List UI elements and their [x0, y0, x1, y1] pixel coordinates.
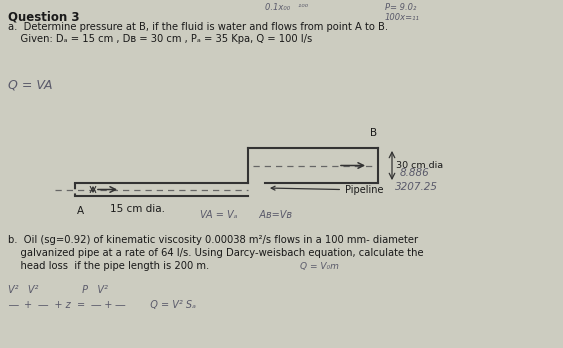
Text: galvanized pipe at a rate of 64 l/s. Using Darcy-weisbach equation, calculate th: galvanized pipe at a rate of 64 l/s. Usi… [8, 248, 423, 258]
Text: Given: Dₐ = 15 cm , Dʙ = 30 cm , Pₐ = 35 Kpa, Q = 100 l/s: Given: Dₐ = 15 cm , Dʙ = 30 cm , Pₐ = 35… [8, 34, 312, 44]
Text: head loss  if the pipe length is 200 m.: head loss if the pipe length is 200 m. [8, 261, 209, 271]
Text: P= 9.0₂: P= 9.0₂ [385, 3, 417, 12]
Text: 15 cm dia.: 15 cm dia. [110, 204, 165, 214]
Text: ―  +  ―  + z  =  ― + ―        Q = V² Sₐ: ― + ― + z = ― + ― Q = V² Sₐ [8, 300, 196, 310]
Text: b.  Oil (sg=0.92) of kinematic viscosity 0.00038 m²/s flows in a 100 mm- diamete: b. Oil (sg=0.92) of kinematic viscosity … [8, 235, 418, 245]
Text: V²   V²              P   V²: V² V² P V² [8, 285, 108, 295]
Text: VA = Vₐ       Aʙ=Vʙ: VA = Vₐ Aʙ=Vʙ [200, 210, 292, 220]
Text: Q = V₀m: Q = V₀m [300, 262, 339, 271]
Text: 0.1x₀₀   ¹⁰⁰: 0.1x₀₀ ¹⁰⁰ [265, 3, 308, 12]
Text: a.  Determine pressure at B, if the fluid is water and flows from point A to B.: a. Determine pressure at B, if the fluid… [8, 22, 388, 32]
Text: 8.886: 8.886 [400, 168, 430, 178]
Text: A: A [77, 206, 84, 216]
Text: 100x=₁₁: 100x=₁₁ [385, 13, 420, 22]
Text: Q = VA: Q = VA [8, 78, 52, 91]
Text: 3207.25: 3207.25 [395, 182, 438, 192]
Text: 30 cm dia: 30 cm dia [396, 161, 443, 170]
Text: B: B [370, 128, 378, 138]
Text: Question 3: Question 3 [8, 10, 79, 23]
Text: Pipeline: Pipeline [271, 185, 383, 195]
